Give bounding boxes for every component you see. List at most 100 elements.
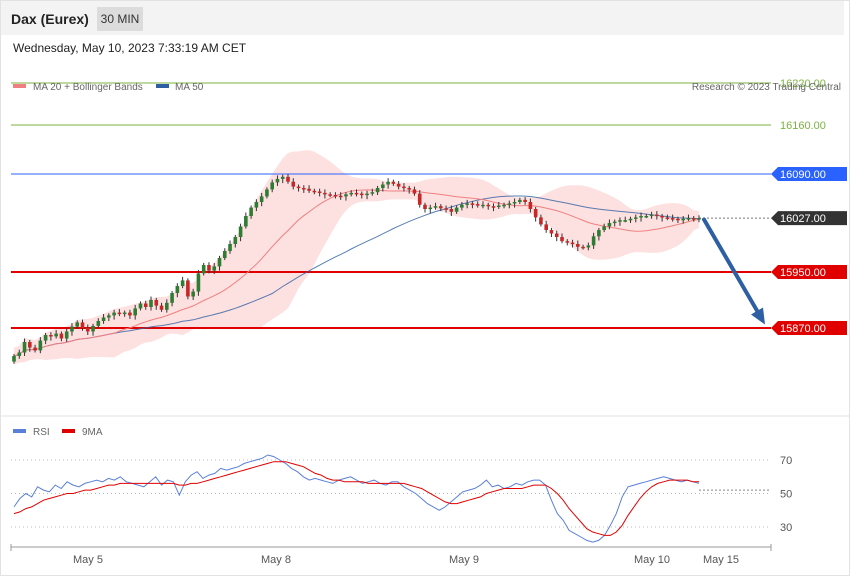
- level-label-last: 16027.00: [780, 213, 826, 225]
- forecast-arrow-head: [751, 307, 765, 325]
- candle-body: [302, 188, 306, 190]
- level-label-support: 15950.00: [780, 267, 826, 279]
- candle-body: [507, 203, 512, 205]
- candle-body: [138, 303, 143, 309]
- candle-body: [681, 218, 685, 221]
- candle-body: [470, 203, 475, 205]
- candle-body: [259, 196, 264, 202]
- copyright-credit: Research © 2023 Trading Central: [692, 82, 841, 93]
- x-tick-label: May 9: [449, 554, 479, 566]
- candle-body: [475, 204, 480, 206]
- candle-body: [597, 230, 601, 237]
- candle-body: [170, 293, 174, 303]
- candle-body: [602, 226, 606, 230]
- candle-body: [454, 207, 459, 212]
- candle-body: [655, 214, 659, 217]
- candle-body: [159, 305, 164, 310]
- candle-body: [275, 178, 280, 183]
- candle-body: [486, 204, 491, 207]
- candle-body: [143, 303, 148, 307]
- candle-body: [12, 356, 16, 362]
- candle-body: [349, 192, 354, 195]
- candle-body: [670, 218, 675, 220]
- rsi-legend-swatch: [13, 429, 26, 433]
- candle-body: [539, 217, 543, 225]
- candle-body: [570, 242, 575, 245]
- candle-body: [122, 312, 127, 315]
- candle-body: [212, 266, 217, 271]
- rsi-tick-label: 70: [780, 455, 792, 467]
- candle-body: [581, 246, 585, 249]
- candle-body: [70, 326, 74, 332]
- candle-body: [307, 188, 311, 191]
- candle-body: [691, 218, 696, 220]
- instrument-title: Dax (Eurex): [11, 11, 89, 27]
- candle-body: [686, 218, 691, 220]
- bollinger-band-area: [14, 150, 699, 365]
- candle-body: [618, 220, 622, 222]
- candle-body: [207, 265, 211, 271]
- candle-body: [175, 286, 180, 293]
- candle-body: [149, 300, 153, 307]
- candle-body: [38, 340, 43, 351]
- candle-body: [665, 217, 670, 219]
- candle-body: [333, 195, 338, 197]
- candle-body: [460, 204, 464, 208]
- candle-body: [91, 325, 95, 332]
- candle-body: [85, 328, 90, 332]
- candle-body: [549, 230, 554, 234]
- candle-body: [165, 302, 169, 310]
- level-label-target: 16220.00: [780, 78, 826, 90]
- candle-body: [128, 312, 132, 316]
- level-label-target: 16160.00: [780, 120, 826, 132]
- candle-body: [233, 237, 238, 244]
- candle-body: [576, 244, 580, 247]
- candle-body: [676, 218, 680, 221]
- candle-body: [523, 199, 527, 202]
- candle-body: [528, 202, 533, 209]
- candle-body: [423, 204, 427, 209]
- candle-body: [117, 312, 122, 315]
- candle-body: [623, 220, 628, 222]
- candle-body: [496, 205, 501, 207]
- candle-body: [544, 224, 548, 230]
- ma50-legend-swatch: [156, 84, 169, 88]
- rsi-legend-label: RSI: [33, 427, 50, 438]
- candle-body: [254, 202, 259, 208]
- level-label-support: 15870.00: [780, 323, 826, 335]
- candle-body: [633, 217, 638, 219]
- x-tick-label: May 15: [703, 554, 739, 566]
- candle-body: [217, 258, 222, 267]
- candle-body: [433, 206, 438, 208]
- timestamp: Wednesday, May 10, 2023 7:33:19 AM CET: [13, 41, 247, 55]
- candle-body: [222, 251, 227, 258]
- candle-body: [518, 199, 522, 202]
- candle-body: [554, 233, 559, 237]
- header-bar: Dax (Eurex) 30 MIN: [1, 1, 844, 35]
- candle-body: [402, 186, 406, 189]
- candle-body: [80, 322, 85, 328]
- candle-body: [33, 347, 37, 351]
- candle-body: [28, 342, 32, 348]
- level-tag-last: [771, 211, 847, 226]
- timeframe-badge[interactable]: 30 MIN: [97, 7, 143, 31]
- candle-body: [196, 273, 201, 292]
- level-tag-support: [771, 265, 847, 279]
- level-tag-pivot: [771, 167, 847, 181]
- ma20-legend-swatch: [13, 84, 26, 88]
- candle-body: [465, 203, 469, 205]
- x-tick-label: May 5: [73, 554, 103, 566]
- candle-body: [628, 218, 633, 221]
- candle-body: [112, 312, 116, 316]
- candle-body: [49, 335, 53, 337]
- candle-body: [697, 218, 701, 220]
- candle-body: [328, 194, 332, 196]
- candle-body: [154, 300, 159, 306]
- candle-body: [133, 308, 137, 316]
- candle-body: [286, 176, 290, 182]
- rsi-ma-line: [13, 461, 699, 536]
- candle-body: [291, 181, 296, 187]
- level-tag-support: [771, 321, 847, 335]
